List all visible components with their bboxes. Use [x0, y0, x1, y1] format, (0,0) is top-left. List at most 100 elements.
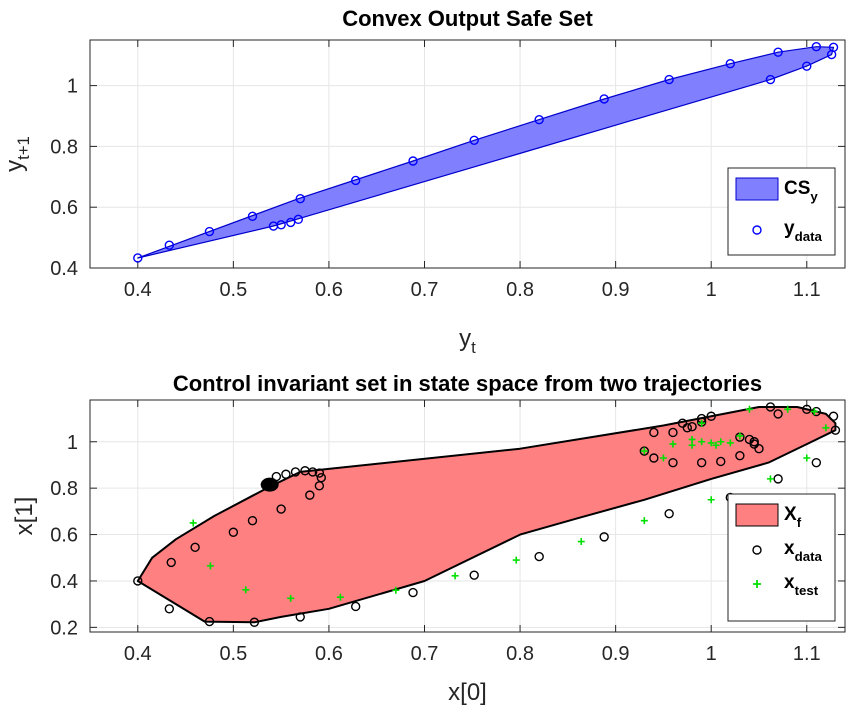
data-point: [744, 434, 755, 445]
data-point: [305, 490, 315, 500]
data-point: [599, 532, 609, 542]
x-tick-label: 0.5: [219, 643, 247, 665]
x-tick-label: 0.4: [124, 643, 152, 665]
legend-label-region: Xf: [784, 504, 802, 530]
x-tick-label: 0.9: [602, 279, 630, 301]
legend-label-region: CSy: [784, 178, 818, 204]
y-axis-label: yt+1: [1, 136, 33, 172]
y-axis-label-main: y: [1, 160, 28, 172]
data-point: [164, 604, 175, 614]
test-point: [707, 496, 715, 504]
test-point: [803, 454, 811, 462]
x-tick-label: 1.1: [793, 643, 821, 665]
chart-title: Convex Output Safe Set: [342, 6, 593, 31]
axes-box: [89, 399, 846, 633]
legend-label-region-main: X: [784, 504, 797, 525]
data-point: [350, 601, 361, 612]
test-point: [810, 408, 818, 416]
series-x-test: [189, 405, 830, 602]
x-tick-label: 1: [706, 279, 717, 301]
data-point: [300, 466, 310, 476]
test-point: [640, 517, 648, 525]
data-point: [830, 425, 841, 435]
x-tick-label: 0.6: [315, 279, 343, 301]
data-point: [828, 411, 839, 421]
legend-label-test-main: x: [784, 572, 795, 593]
x-axis-label-sub: t: [471, 338, 476, 357]
test-point: [512, 556, 520, 564]
data-point: [765, 402, 776, 412]
x-tick-label: 1.1: [793, 279, 821, 301]
data-point: [811, 457, 822, 468]
x-tick-label: 0.8: [506, 279, 534, 301]
test-point: [688, 435, 696, 443]
data-point: [826, 49, 837, 60]
legend-swatch-region: [735, 503, 779, 527]
test-point: [451, 572, 459, 580]
test-point: [577, 538, 585, 546]
data-point: [469, 135, 479, 146]
series-y-data: [133, 41, 839, 263]
data-point: [765, 74, 776, 85]
test-point: [189, 519, 197, 527]
data-point: [469, 570, 479, 580]
legend-label-data-main: x: [784, 538, 795, 559]
data-point: [293, 214, 304, 225]
data-point: [802, 61, 812, 71]
test-point: [736, 432, 744, 440]
data-point: [276, 220, 286, 230]
data-point: [811, 41, 822, 52]
test-point: [336, 593, 344, 601]
x-axis-label: yt: [459, 325, 476, 357]
data-point: [295, 193, 305, 204]
data-point: [773, 47, 783, 57]
data-point: [639, 446, 650, 456]
data-point-cluster: [260, 477, 279, 492]
y-axis-label: x[1]: [11, 497, 38, 536]
data-point: [204, 616, 215, 627]
test-point: [640, 447, 648, 455]
y-axis-label-main: x[1]: [11, 497, 38, 536]
series-x-data: [133, 402, 841, 627]
data-point: [716, 456, 726, 467]
data-point: [534, 114, 544, 125]
data-point: [285, 217, 296, 228]
legend-label-data-main: y: [784, 218, 795, 239]
y-tick-label: 1: [67, 76, 78, 98]
x-tick-label: 1: [706, 643, 717, 665]
data-point: [599, 94, 609, 104]
y-tick-label: 0.2: [50, 617, 78, 639]
x-tick-label: 0.6: [315, 643, 343, 665]
data-point: [649, 453, 659, 463]
test-point: [707, 439, 715, 447]
data-point: [281, 469, 291, 479]
data-point: [290, 467, 301, 477]
data-point: [133, 253, 143, 263]
test-point: [206, 562, 214, 570]
x-axis-label-main: y: [459, 325, 471, 352]
data-point: [668, 427, 678, 438]
test-point: [766, 475, 774, 483]
data-point: [249, 617, 260, 627]
legend-marker-plus: [753, 580, 761, 588]
x-tick-label: 0.7: [411, 643, 439, 665]
test-point: [669, 440, 677, 448]
test-point: [659, 454, 667, 462]
data-point: [725, 59, 736, 69]
legend-label-test-sub: test: [795, 583, 819, 598]
y-tick-label: 0.4: [50, 571, 78, 593]
data-point: [677, 418, 688, 428]
legend-label-data: xdata: [784, 538, 823, 564]
data-point: [166, 557, 176, 568]
data-point: [696, 457, 707, 468]
legend-label-region-sub: f: [797, 515, 802, 530]
y-tick-label: 0.6: [50, 197, 78, 219]
data-point: [534, 551, 544, 562]
y-tick-label: 0.8: [50, 136, 78, 158]
data-point: [408, 587, 418, 598]
data-point: [164, 240, 175, 250]
data-point: [408, 156, 418, 166]
test-point: [698, 438, 706, 446]
